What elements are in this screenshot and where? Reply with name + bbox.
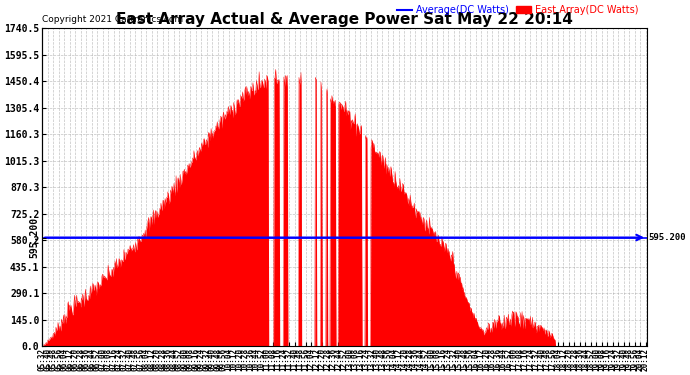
Text: 595.200: 595.200 [649, 233, 686, 242]
Title: East Array Actual & Average Power Sat May 22 20:14: East Array Actual & Average Power Sat Ma… [116, 12, 573, 27]
Text: Copyright 2021 Cartronics.com: Copyright 2021 Cartronics.com [42, 15, 184, 24]
Legend: Average(DC Watts), East Array(DC Watts): Average(DC Watts), East Array(DC Watts) [393, 1, 642, 19]
